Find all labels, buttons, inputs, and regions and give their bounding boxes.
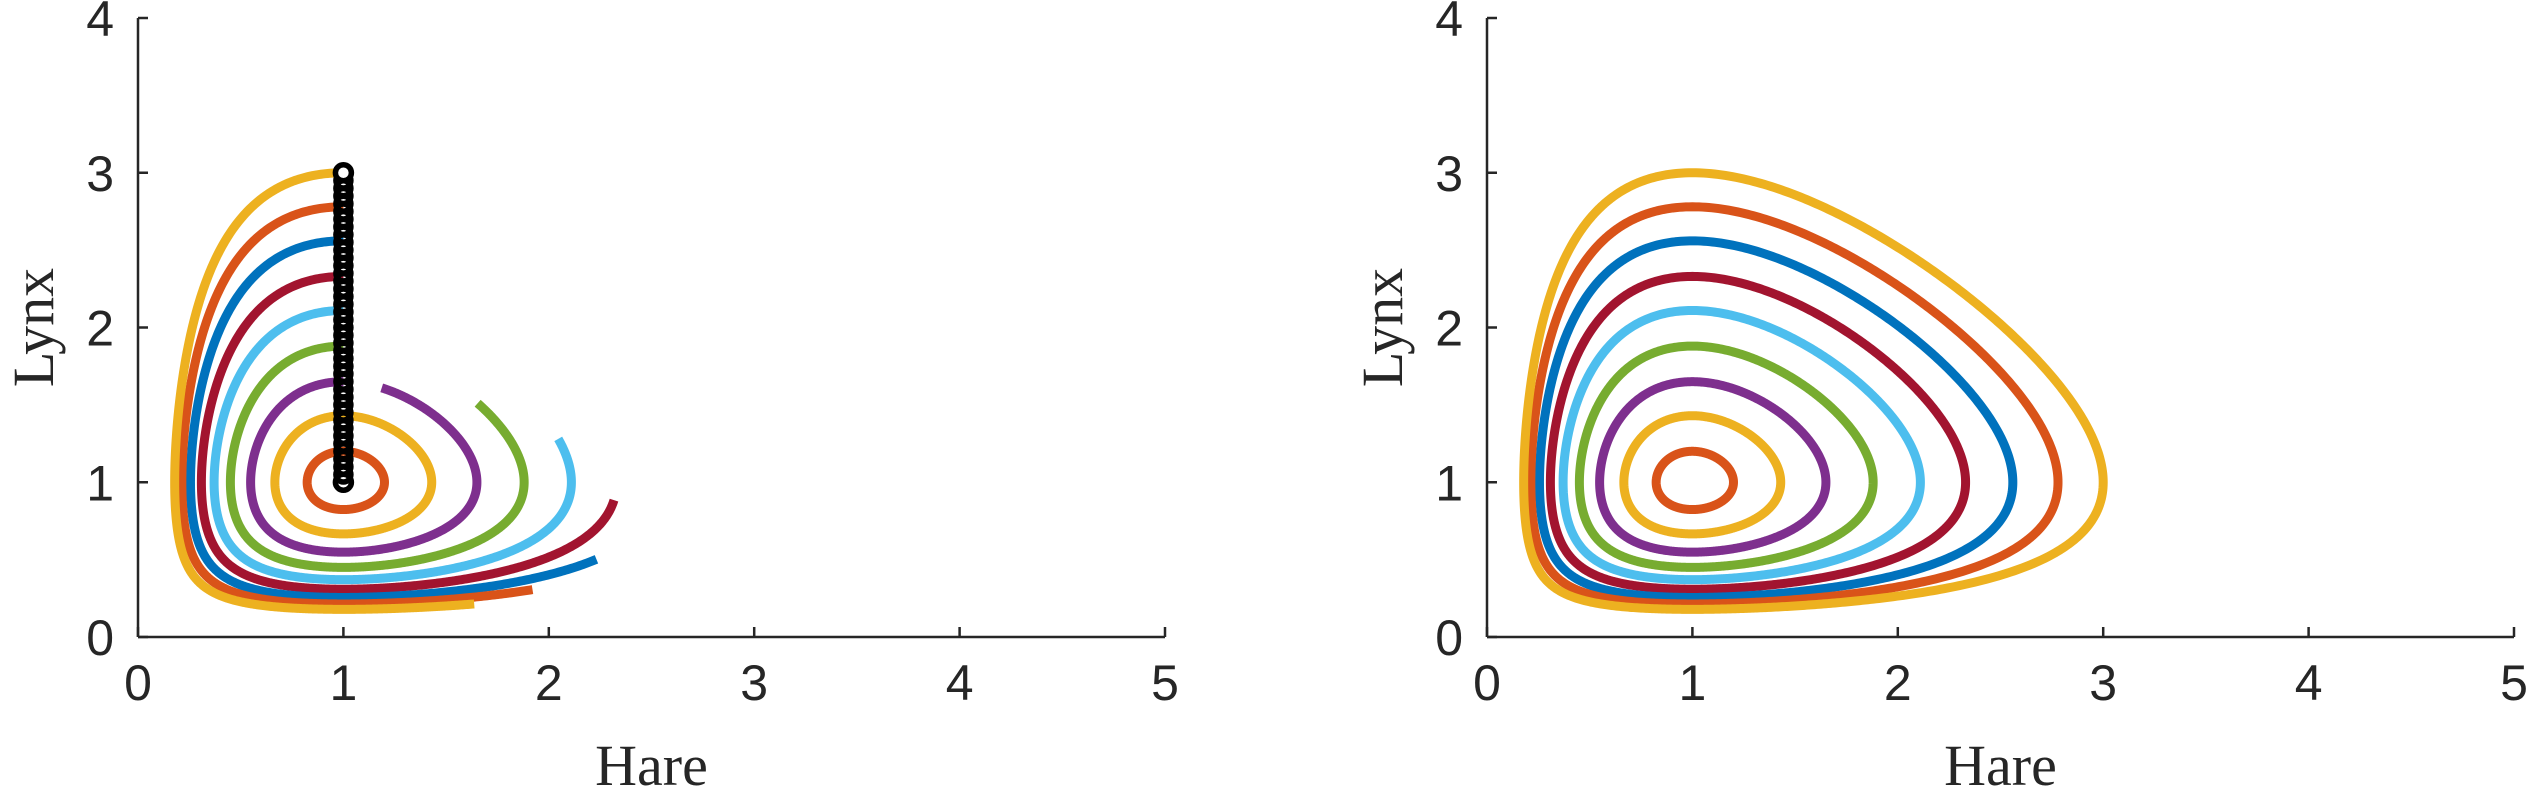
right-trajectory-2 [1619,411,1786,539]
left-y-axis-label: Lynx [1,268,66,387]
left-trajectory-1 [302,446,389,515]
left-trajectory-7 [185,236,600,602]
right-trajectory-8 [1526,202,2063,609]
right-x-tick-label: 3 [2089,655,2117,711]
left-trajectory-6 [196,271,619,594]
left-y-tick-label: 3 [86,146,114,202]
left-trajectory-3 [246,377,482,557]
left-x-tick-label: 4 [946,655,974,711]
left-y-tick-label: 0 [86,610,114,666]
left-x-tick-label: 2 [535,655,563,711]
left-trajectory-9 [170,168,478,614]
right-y-ticks: 0 1 2 3 4 [1435,0,1497,666]
right-trajectory-6 [1545,271,1971,594]
right-trajectory-1 [1651,446,1738,515]
left-y-tick-label: 2 [86,301,114,357]
right-y-tick-label: 3 [1435,146,1463,202]
left-trajectory-5 [209,305,576,585]
left-trajectory-2 [270,411,437,539]
left-x-tick-label: 5 [1151,655,1179,711]
right-x-tick-label: 2 [1884,655,1912,711]
right-x-ticks: 0 1 2 3 4 5 [1473,627,2528,711]
right-y-tick-label: 0 [1435,610,1463,666]
right-y-tick-label: 1 [1435,455,1463,511]
right-trajectory-9 [1519,168,2108,614]
right-trajectory-5 [1558,305,1925,585]
left-y-tick-label: 1 [86,455,114,511]
left-x-tick-label: 3 [740,655,768,711]
right-trajectory-7 [1534,236,2018,602]
left-y-ticks: 0 1 2 3 4 [86,0,148,666]
right-x-axis-label: Hare [1944,733,2057,793]
left-trajectories [170,168,619,614]
right-axes: 0 1 2 3 4 5 0 1 2 3 4 [1435,0,2528,711]
right-x-tick-label: 4 [2295,655,2323,711]
left-y-tick-label: 4 [86,0,114,47]
left-x-axis-label: Hare [595,733,708,793]
right-phase-plot: 0 1 2 3 4 5 0 1 2 3 4 Hare Lynx [1350,0,2528,793]
left-phase-plot: 0 1 2 3 4 5 0 1 2 3 4 Hare Lynx [1,0,1179,793]
right-trajectory-3 [1595,377,1831,557]
left-trajectory-4 [225,341,529,572]
right-trajectory-4 [1574,341,1878,572]
left-initial-point [332,162,355,184]
left-axes: 0 1 2 3 4 5 0 1 2 3 4 [86,0,1179,711]
left-initial-points [332,162,355,493]
left-x-tick-label: 1 [329,655,357,711]
right-x-tick-label: 1 [1678,655,1706,711]
left-x-ticks: 0 1 2 3 4 5 [124,627,1179,711]
right-y-tick-label: 4 [1435,0,1463,47]
right-x-tick-label: 5 [2500,655,2528,711]
right-trajectories [1519,168,2108,614]
right-y-tick-label: 2 [1435,301,1463,357]
left-x-tick-label: 0 [124,655,152,711]
right-x-tick-label: 0 [1473,655,1501,711]
left-trajectory-8 [177,202,536,609]
right-y-axis-label: Lynx [1350,268,1415,387]
